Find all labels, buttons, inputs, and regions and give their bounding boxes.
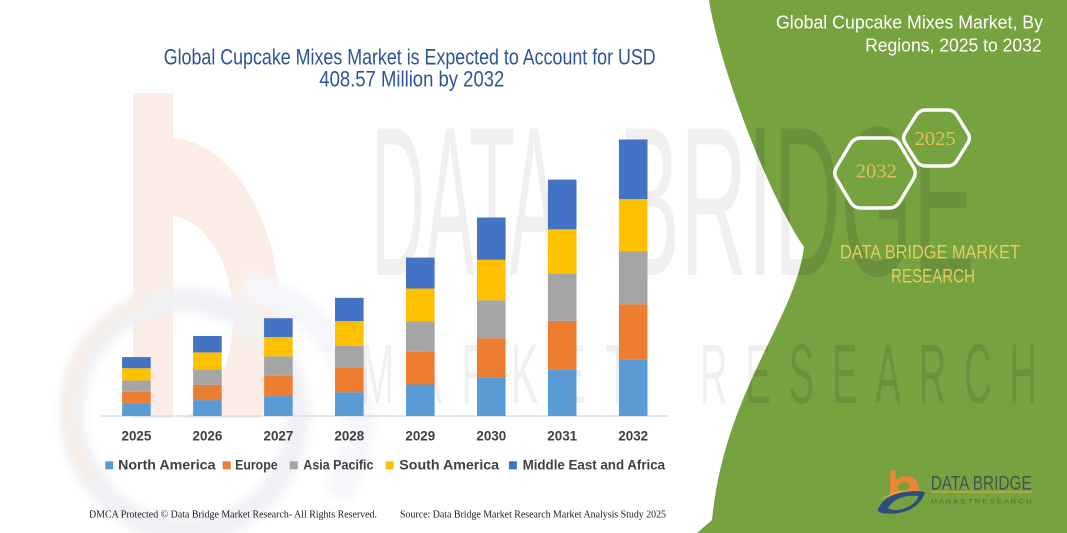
svg-text:2032: 2032: [856, 161, 897, 183]
svg-text:2026: 2026: [193, 429, 223, 444]
svg-text:2027: 2027: [264, 429, 294, 444]
svg-text:2029: 2029: [405, 429, 435, 444]
svg-text:Global Cupcake Mixes Market is: Global Cupcake Mixes Market is Expected …: [164, 44, 656, 69]
svg-text:Regions, 2025 to 2032: Regions, 2025 to 2032: [865, 35, 1042, 56]
svg-text:DMCA Protected © Data Bridge M: DMCA Protected © Data Bridge Market Rese…: [89, 510, 377, 521]
svg-text:2030: 2030: [476, 429, 506, 444]
svg-text:Middle East and Africa: Middle East and Africa: [523, 458, 666, 473]
svg-text:Global Cupcake Mixes Market, B: Global Cupcake Mixes Market, By: [776, 11, 1044, 32]
svg-text:M A R K E T R E S E A R C H: M A R K E T R E S E A R C H: [931, 499, 1032, 506]
svg-text:South America: South America: [399, 458, 499, 473]
svg-text:DATA BRIDGE: DATA BRIDGE: [931, 473, 1032, 495]
svg-text:Europe: Europe: [235, 458, 278, 473]
svg-text:2025: 2025: [915, 128, 956, 150]
svg-text:2032: 2032: [618, 429, 648, 444]
svg-text:2025: 2025: [122, 429, 152, 444]
svg-text:408.57 Million by 2032: 408.57 Million by 2032: [319, 67, 504, 92]
svg-text:Asia Pacific: Asia Pacific: [303, 458, 374, 473]
svg-text:RESEARCH: RESEARCH: [891, 266, 975, 287]
svg-text:North America: North America: [118, 458, 216, 473]
svg-text:DATA BRIDGE MARKET: DATA BRIDGE MARKET: [840, 243, 1020, 264]
svg-text:2028: 2028: [334, 429, 364, 444]
svg-text:DATA: DATA: [371, 83, 559, 321]
svg-text:2031: 2031: [547, 429, 577, 444]
svg-text:Source: Data Bridge Market Res: Source: Data Bridge Market Research Mark…: [400, 510, 666, 521]
